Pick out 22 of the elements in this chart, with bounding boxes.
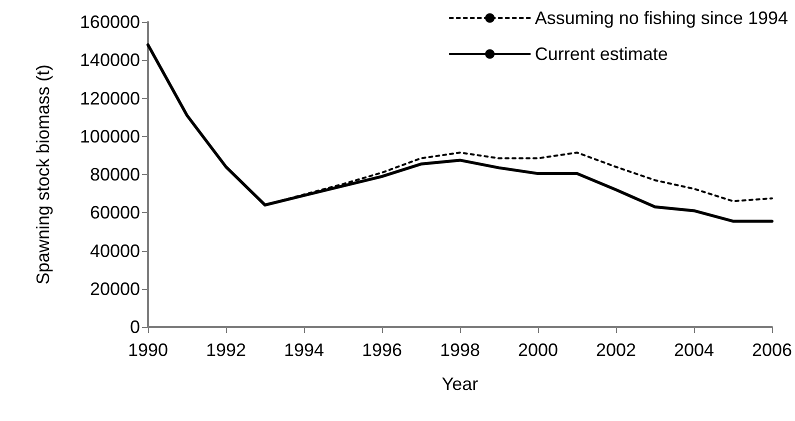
y-tick-label: 160000 bbox=[80, 12, 140, 32]
y-tick-label: 140000 bbox=[80, 50, 140, 70]
x-tick-label: 1998 bbox=[440, 340, 480, 360]
legend-label: Current estimate bbox=[534, 44, 668, 64]
x-tick-label: 2006 bbox=[752, 340, 792, 360]
x-tick-label: 1992 bbox=[206, 340, 246, 360]
y-tick-label: 20000 bbox=[90, 278, 140, 299]
x-tick-label: 1994 bbox=[284, 340, 324, 360]
y-tick-label: 120000 bbox=[80, 88, 140, 108]
y-tick-label: 40000 bbox=[90, 240, 140, 261]
y-axis-title: Spawning stock biomass (t) bbox=[33, 64, 53, 285]
x-tick-label: 1996 bbox=[362, 340, 402, 360]
x-axis-title: Year bbox=[442, 374, 478, 394]
x-tick-label: 1990 bbox=[128, 340, 168, 360]
y-tick-label: 60000 bbox=[90, 202, 140, 223]
x-tick-label: 2002 bbox=[596, 340, 636, 360]
legend-label: Assuming no fishing since 1994 bbox=[534, 8, 788, 28]
y-tick-label: 0 bbox=[130, 317, 140, 337]
x-tick-label: 2000 bbox=[518, 340, 558, 360]
x-tick-label: 2004 bbox=[674, 340, 714, 360]
y-tick-label: 100000 bbox=[80, 126, 140, 146]
y-tick-label: 80000 bbox=[90, 164, 140, 184]
